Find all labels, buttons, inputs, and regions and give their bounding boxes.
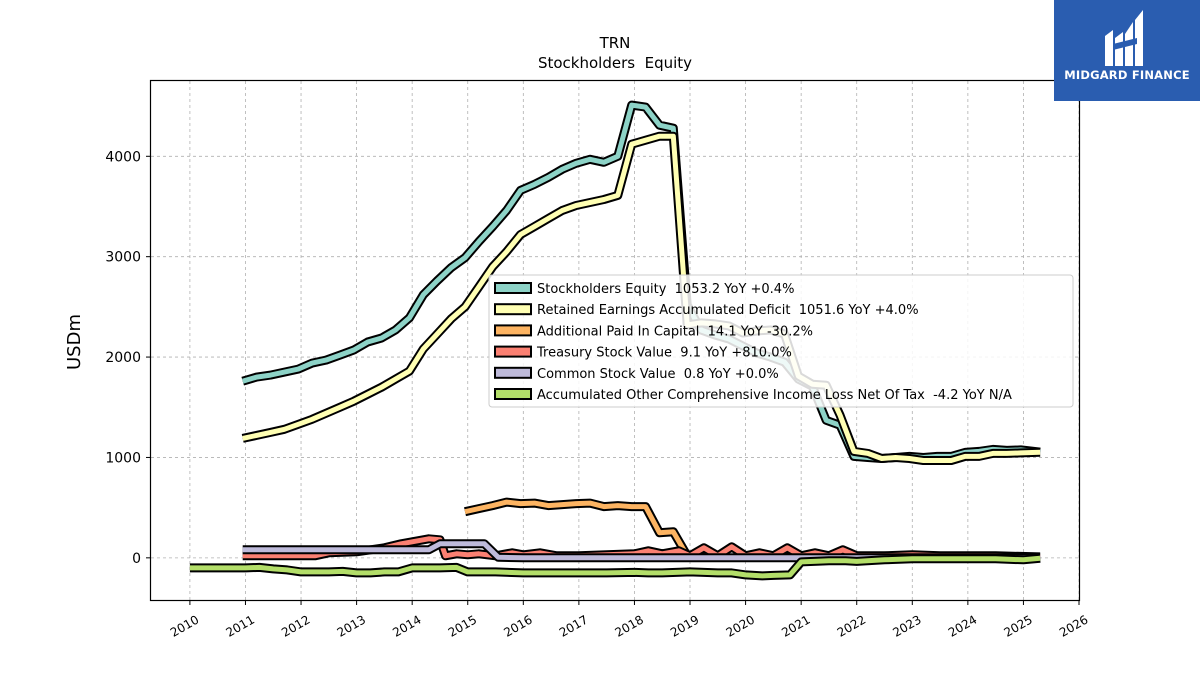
legend-label-5: Accumulated Other Comprehensive Income L… — [537, 388, 1012, 403]
legend-label-3: Treasury Stock Value 9.1 YoY +810.0% — [536, 346, 792, 361]
y-axis-label: USDm — [64, 314, 85, 370]
x-tick-label: 2026 — [1057, 612, 1090, 639]
legend-swatch-4 — [494, 366, 532, 379]
legend-swatch-5 — [494, 388, 532, 400]
y-tick-label: 0 — [132, 551, 141, 567]
x-tick-label: 2013 — [335, 612, 368, 639]
chart-title: TRN — [599, 34, 631, 52]
legend-label-4: Common Stock Value 0.8 YoY +0.0% — [537, 367, 779, 382]
legend-swatch-3 — [494, 345, 532, 358]
x-tick-label: 2018 — [612, 612, 645, 639]
x-tick-label: 2023 — [890, 612, 923, 639]
x-tick-label: 2010 — [168, 612, 201, 639]
series-line-3 — [242, 536, 1041, 560]
x-tick-label: 2022 — [835, 612, 868, 639]
x-tick-label: 2015 — [446, 612, 479, 639]
x-tick-label: 2020 — [724, 612, 757, 639]
x-tick-label: 2021 — [779, 612, 812, 639]
legend-label-2: Additional Paid In Capital 14.1 YoY -30.… — [537, 324, 813, 339]
legend: Stockholders Equity 1053.2 YoY +0.4% Reta… — [488, 274, 1074, 408]
legend-label-0: Stockholders Equity 1053.2 YoY +0.4% — [537, 282, 794, 297]
x-tick-label: 2016 — [501, 612, 534, 639]
midgard-logo-icon — [1105, 10, 1143, 66]
legend-box — [488, 274, 1074, 408]
y-axis: 0 1000 2000 3000 4000 — [105, 149, 151, 567]
legend-swatch-1 — [494, 303, 532, 316]
series-layer — [189, 100, 1041, 581]
series-line-2 — [464, 499, 690, 558]
legend-swatch-2 — [494, 324, 532, 337]
axes-frame — [149, 79, 1081, 602]
legend-swatch-0 — [494, 282, 532, 294]
y-tick-label: 2000 — [105, 350, 141, 366]
x-tick-label: 2019 — [668, 612, 701, 639]
x-tick-label: 2025 — [1001, 612, 1034, 639]
y-tick-label: 3000 — [105, 250, 141, 266]
x-tick-label: 2012 — [279, 612, 312, 639]
y-tick-label: 4000 — [105, 149, 141, 165]
brand-logo: MIDGARD FINANCE — [1054, 0, 1200, 101]
brand-name: MIDGARD FINANCE — [1064, 68, 1190, 82]
legend-label-1: Retained Earnings Accumulated Deficit 10… — [537, 303, 919, 318]
x-tick-label: 2017 — [557, 612, 590, 639]
series-line-1 — [242, 133, 1041, 463]
x-axis: 2010 2011 2012 2013 2014 2015 2016 2017 2018 2019… — [168, 600, 1091, 640]
chart-subtitle: Stockholders Equity — [538, 54, 692, 72]
x-tick-label: 2024 — [946, 612, 979, 639]
x-tick-label: 2011 — [224, 612, 257, 639]
series-line-5 — [189, 555, 1041, 579]
x-tick-label: 2014 — [390, 612, 423, 639]
y-tick-label: 1000 — [105, 450, 141, 466]
